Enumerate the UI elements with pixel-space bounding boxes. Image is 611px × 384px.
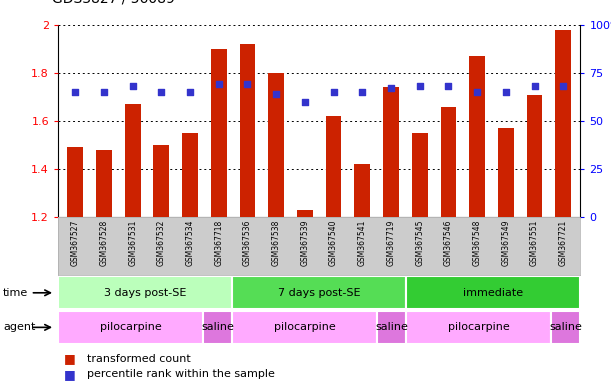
Bar xyxy=(232,311,378,344)
Text: percentile rank within the sample: percentile rank within the sample xyxy=(87,369,275,379)
Text: GSM367539: GSM367539 xyxy=(301,220,309,266)
Text: GSM367546: GSM367546 xyxy=(444,220,453,266)
Text: GSM367540: GSM367540 xyxy=(329,220,338,266)
Bar xyxy=(268,73,284,217)
Bar xyxy=(406,276,580,309)
Bar xyxy=(58,276,232,309)
Text: 7 days post-SE: 7 days post-SE xyxy=(278,288,360,298)
Text: GDS3827 / 56089: GDS3827 / 56089 xyxy=(52,0,175,6)
Point xyxy=(243,81,252,88)
Text: pilocarpine: pilocarpine xyxy=(274,322,335,333)
Bar xyxy=(412,133,428,217)
Bar xyxy=(383,88,399,217)
Point xyxy=(70,89,80,95)
Text: GSM367528: GSM367528 xyxy=(100,220,109,266)
Point xyxy=(415,83,425,89)
Text: transformed count: transformed count xyxy=(87,354,191,364)
Text: GSM367545: GSM367545 xyxy=(415,220,424,266)
Point xyxy=(530,83,540,89)
Bar xyxy=(232,276,406,309)
Bar xyxy=(203,311,232,344)
Text: ■: ■ xyxy=(64,353,76,366)
Text: GSM367549: GSM367549 xyxy=(501,220,510,266)
Text: GSM367721: GSM367721 xyxy=(558,220,568,266)
Text: GSM367719: GSM367719 xyxy=(387,220,395,266)
Text: GSM367718: GSM367718 xyxy=(214,220,223,266)
Point xyxy=(128,83,137,89)
Bar xyxy=(551,311,580,344)
Point xyxy=(99,89,109,95)
Bar xyxy=(67,147,83,217)
Bar xyxy=(96,150,112,217)
Bar xyxy=(153,145,169,217)
Text: time: time xyxy=(3,288,28,298)
Point xyxy=(501,89,511,95)
Text: GSM367548: GSM367548 xyxy=(473,220,481,266)
Point xyxy=(444,83,453,89)
Point xyxy=(357,89,367,95)
Bar xyxy=(354,164,370,217)
Bar xyxy=(406,311,552,344)
Bar xyxy=(58,311,203,344)
Point xyxy=(185,89,195,95)
Bar xyxy=(240,44,255,217)
Bar xyxy=(469,56,485,217)
Point xyxy=(558,83,568,89)
Text: saline: saline xyxy=(549,322,582,333)
Text: pilocarpine: pilocarpine xyxy=(100,322,161,333)
Text: ■: ■ xyxy=(64,368,76,381)
Bar xyxy=(555,30,571,217)
Text: GSM367531: GSM367531 xyxy=(128,220,137,266)
Bar xyxy=(211,49,227,217)
Bar xyxy=(182,133,198,217)
Text: agent: agent xyxy=(3,322,35,333)
Bar xyxy=(498,128,514,217)
Point xyxy=(214,81,224,88)
Text: GSM367536: GSM367536 xyxy=(243,220,252,266)
Bar xyxy=(377,311,406,344)
Point xyxy=(329,89,338,95)
Text: saline: saline xyxy=(201,322,234,333)
Text: GSM367538: GSM367538 xyxy=(272,220,280,266)
Text: GSM367534: GSM367534 xyxy=(186,220,194,266)
Bar xyxy=(527,94,543,217)
Text: GSM367527: GSM367527 xyxy=(71,220,80,266)
Bar xyxy=(125,104,141,217)
Bar xyxy=(441,107,456,217)
Text: GSM367532: GSM367532 xyxy=(157,220,166,266)
Text: immediate: immediate xyxy=(463,288,524,298)
Text: saline: saline xyxy=(375,322,408,333)
Point xyxy=(271,91,281,97)
Point xyxy=(472,89,482,95)
Bar xyxy=(297,210,313,217)
Text: pilocarpine: pilocarpine xyxy=(448,322,510,333)
Point xyxy=(300,99,310,105)
Text: 3 days post-SE: 3 days post-SE xyxy=(104,288,186,298)
Text: GSM367551: GSM367551 xyxy=(530,220,539,266)
Bar xyxy=(326,116,342,217)
Text: GSM367541: GSM367541 xyxy=(358,220,367,266)
Point xyxy=(156,89,166,95)
Point xyxy=(386,85,396,91)
